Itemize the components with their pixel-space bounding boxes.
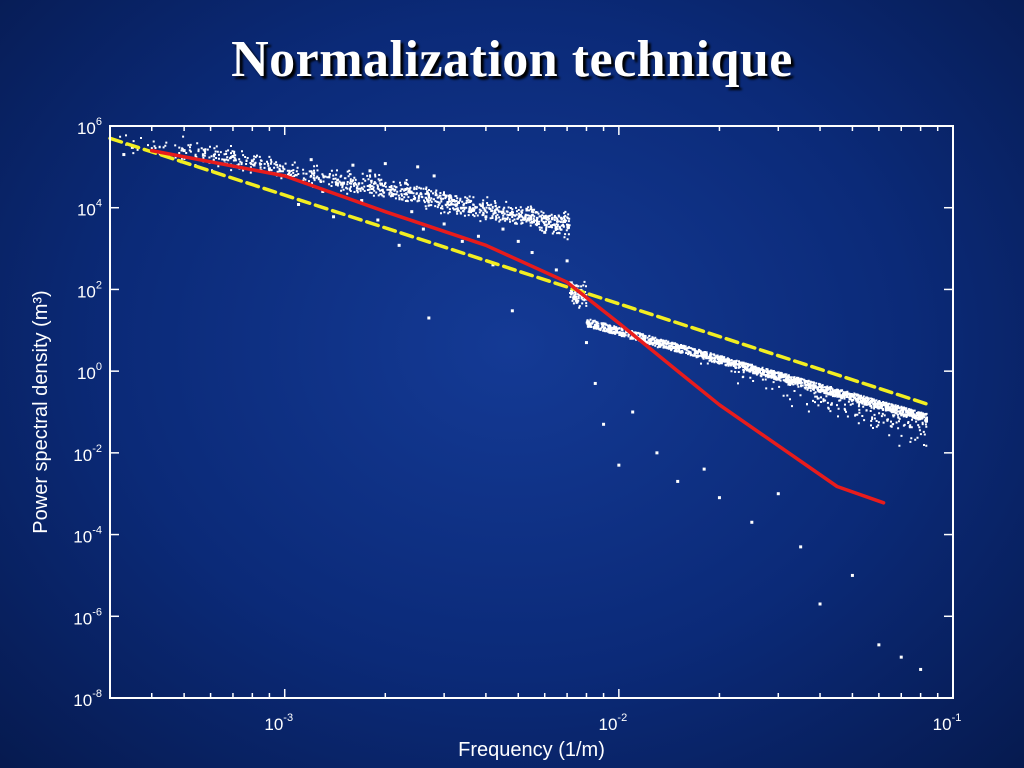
solid-normalized-line — [149, 148, 886, 505]
y-tick-label: 10-4 — [73, 525, 102, 547]
scatter-point — [342, 181, 346, 185]
scatter-point — [368, 169, 372, 173]
scatter-point — [491, 263, 495, 267]
axes: 106 104 102 100 10-2 10-4 10-6 10-8 10-3 10-2 10-1 — [73, 116, 961, 734]
scatter-point — [850, 573, 854, 577]
scatter-point — [899, 655, 903, 659]
scatter-point — [332, 215, 336, 219]
scatter-point — [510, 309, 514, 313]
scatter-point — [376, 218, 380, 222]
scatter-point — [469, 210, 473, 214]
scatter-point — [877, 643, 881, 647]
y-axis-label: Power spectral density (m³) — [30, 290, 52, 533]
scatter-point — [476, 234, 480, 238]
scatter-point — [297, 202, 301, 206]
x-tick-label: 10-2 — [599, 712, 628, 734]
scatter-point — [799, 545, 803, 549]
scatter-point — [309, 158, 313, 162]
scatter-point — [416, 165, 420, 169]
scatter-cloud-dots — [119, 134, 929, 447]
scatter-point — [919, 667, 923, 671]
x-tick-label: 10-1 — [933, 712, 962, 734]
scatter-point — [516, 239, 520, 243]
scatter-point — [776, 492, 780, 496]
scatter-cloud — [119, 134, 929, 447]
scatter-point — [432, 174, 436, 178]
scatter-point — [750, 520, 754, 524]
series-layer — [108, 136, 932, 671]
scatter-point — [584, 341, 588, 345]
scatter-point — [655, 451, 659, 455]
y-tick-label: 102 — [77, 279, 102, 301]
scatter-point — [452, 199, 456, 203]
y-tick-label: 10-2 — [73, 443, 102, 465]
y-tick-label: 10-6 — [73, 606, 102, 628]
y-tick-label: 100 — [77, 361, 102, 383]
scatter-point — [676, 479, 680, 483]
y-tick-label: 106 — [77, 116, 102, 138]
scatter-point — [617, 463, 621, 467]
scatter-point — [360, 199, 364, 203]
scatter-point — [231, 154, 235, 158]
scatter-point — [501, 227, 505, 231]
scatter-point — [460, 239, 464, 243]
scatter-point — [397, 243, 401, 247]
scatter-point — [530, 251, 534, 255]
scatter-point — [543, 230, 547, 234]
scatter-point — [593, 381, 597, 385]
scatter-point — [442, 222, 446, 226]
scatter-point — [427, 316, 431, 320]
scatter-point — [702, 467, 706, 471]
plot-frame — [109, 125, 954, 699]
scatter-point — [554, 268, 558, 272]
scatter-point — [818, 602, 822, 606]
scatter-point — [390, 193, 394, 197]
scatter-point — [410, 210, 414, 214]
scatter-point — [182, 149, 186, 153]
scatter-point — [484, 215, 488, 219]
scatter-point — [631, 410, 635, 414]
slide-title: Normalization technique — [231, 31, 793, 88]
scatter-point — [250, 159, 254, 163]
scatter-point — [602, 422, 606, 426]
y-tick-label: 104 — [77, 198, 102, 220]
scatter-point — [421, 227, 425, 231]
scatter-point — [565, 259, 569, 263]
scatter-point — [575, 300, 579, 304]
scatter-point — [267, 167, 271, 171]
x-tick-label: 10-3 — [264, 712, 293, 734]
scatter-point — [122, 153, 126, 157]
x-axis-label: Frequency (1/m) — [458, 739, 605, 761]
dashed-fit-line — [108, 136, 932, 407]
scatter-point — [383, 162, 387, 166]
y-tick-label: 10-8 — [73, 688, 102, 710]
scatter-point — [717, 496, 721, 500]
scatter-point — [351, 163, 355, 167]
scatter-point — [321, 189, 325, 193]
scatter-point — [404, 181, 408, 185]
